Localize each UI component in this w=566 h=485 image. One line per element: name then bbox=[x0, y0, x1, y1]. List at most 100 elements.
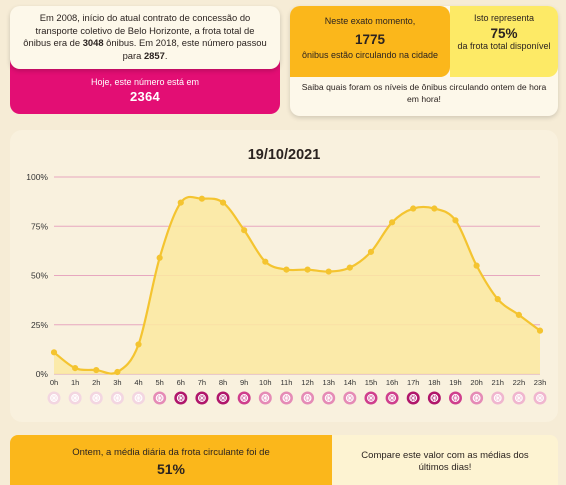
data-point bbox=[283, 266, 290, 273]
area-fill bbox=[54, 196, 540, 374]
daily-average-card: Ontem, a média diária da frota circulant… bbox=[10, 435, 332, 485]
fleet-history-text-3: . bbox=[164, 49, 168, 61]
hourly-fleet-chart-card: 19/10/2021 0% 25% 50% 75% 100% 0h 1h 2h 3h 4h 5h 6h 7… bbox=[10, 130, 558, 422]
x-tick-label: 6h bbox=[177, 378, 185, 387]
x-tick-label: 7h bbox=[198, 378, 206, 387]
x-tick-label: 4h bbox=[134, 378, 142, 387]
bus-wheel-icon bbox=[47, 391, 61, 405]
bus-wheel-icon bbox=[195, 391, 209, 405]
data-point bbox=[177, 199, 184, 206]
bus-wheel-icon bbox=[533, 391, 547, 405]
x-tick-label: 18h bbox=[428, 378, 441, 387]
x-tick-label: 2h bbox=[92, 378, 100, 387]
bus-wheel-icon bbox=[301, 391, 315, 405]
current-fleet-card: Hoje, este número está em 2364 bbox=[10, 60, 280, 114]
data-point bbox=[367, 248, 375, 255]
fleet-2008-value: 3048 bbox=[82, 37, 104, 49]
compare-text: Compare este valor com as médias dos últ… bbox=[361, 450, 529, 473]
x-tick-label: 15h bbox=[365, 378, 378, 387]
x-tick-label: 5h bbox=[155, 378, 163, 387]
x-tick-label: 16h bbox=[386, 378, 399, 387]
x-tick-label: 11h bbox=[280, 378, 292, 387]
hourly-fleet-chart: 19/10/2021 0% 25% 50% 75% 100% 0h 1h 2h 3h 4h 5h 6h 7… bbox=[26, 147, 547, 405]
data-point bbox=[198, 195, 206, 202]
data-point bbox=[346, 264, 353, 271]
daily-average-value: 51% bbox=[156, 461, 186, 477]
chart-title: 19/10/2021 bbox=[248, 147, 321, 163]
compare-card: Compare este valor com as médias dos últ… bbox=[332, 435, 558, 485]
bus-wheel-icon bbox=[322, 391, 336, 405]
data-point bbox=[50, 349, 58, 356]
data-point bbox=[515, 311, 522, 318]
data-point bbox=[388, 219, 396, 226]
bus-wheel-icon bbox=[491, 391, 505, 405]
data-point bbox=[473, 262, 480, 269]
data-point bbox=[325, 268, 332, 275]
data-point bbox=[262, 258, 269, 265]
x-tick-label: 9h bbox=[240, 378, 248, 387]
live-bus-count-card: Neste exato momento, 1775 ônibus estão c… bbox=[290, 6, 450, 77]
bus-wheel-icon bbox=[470, 391, 484, 405]
fleet-history-text-2: ônibus. Em 2018, este número passou para bbox=[103, 37, 267, 61]
data-point bbox=[72, 364, 79, 372]
x-tick-label: 23h bbox=[534, 378, 547, 387]
current-fleet-value: 2364 bbox=[129, 89, 161, 104]
bus-wheel-icon bbox=[216, 391, 230, 405]
y-tick-label: 100% bbox=[26, 172, 48, 182]
bus-wheel-icon bbox=[89, 391, 103, 405]
data-point bbox=[452, 217, 459, 224]
bus-wheel-icon bbox=[68, 391, 82, 405]
y-tick-label: 75% bbox=[31, 221, 48, 231]
fleet-history-card: Em 2008, início do atual contrato de con… bbox=[10, 6, 280, 69]
live-bus-count-sub: ônibus estão circulando na cidade bbox=[301, 50, 439, 60]
yesterday-hint-text: Saiba quais foram os níveis de ônibus ci… bbox=[301, 82, 547, 104]
data-point bbox=[219, 199, 227, 206]
data-point bbox=[114, 368, 121, 376]
live-bus-count-value: 1775 bbox=[354, 32, 386, 47]
live-fleet-share-sub: da frota total disponível bbox=[457, 41, 551, 51]
x-tick-label: 21h bbox=[491, 378, 504, 387]
x-tick-label: 0h bbox=[50, 378, 58, 387]
bus-wheel-icon bbox=[385, 391, 399, 405]
y-tick-label: 0% bbox=[36, 369, 49, 379]
live-fleet-share-value: 75% bbox=[490, 26, 518, 41]
x-tick-label: 3h bbox=[113, 378, 121, 387]
daily-average-label: Ontem, a média diária da frota circulant… bbox=[72, 447, 270, 458]
bus-wheel-icon bbox=[427, 391, 441, 405]
y-tick-label: 25% bbox=[31, 320, 48, 330]
x-tick-label: 17h bbox=[407, 378, 420, 387]
fleet-2018-value: 2857 bbox=[143, 49, 165, 61]
bus-wheel-icon bbox=[153, 391, 167, 405]
bus-wheel-icon bbox=[174, 391, 188, 405]
data-point bbox=[431, 205, 438, 212]
x-tick-label: 22h bbox=[513, 378, 526, 387]
data-point bbox=[536, 327, 544, 334]
bus-wheel-icon bbox=[512, 391, 526, 405]
data-point bbox=[156, 254, 163, 261]
bus-wheel-icon bbox=[406, 391, 420, 405]
data-point bbox=[135, 341, 142, 348]
bus-wheel-icon bbox=[110, 391, 124, 405]
bus-wheel-icon bbox=[237, 391, 251, 405]
x-tick-label: 13h bbox=[322, 378, 335, 387]
x-tick-label: 19h bbox=[449, 378, 462, 387]
bus-wheel-icon bbox=[448, 391, 462, 405]
data-point bbox=[241, 227, 248, 234]
fleet-history-text-1: Em 2008, início do atual contrato de con… bbox=[23, 12, 255, 49]
x-tick-label: 8h bbox=[219, 378, 227, 387]
data-point bbox=[304, 266, 311, 273]
live-fleet-share-label: Isto representa bbox=[473, 13, 535, 23]
bus-wheel-icon bbox=[279, 391, 293, 405]
bus-wheel-icon bbox=[258, 391, 272, 405]
x-tick-label: 20h bbox=[470, 378, 483, 387]
x-tick-label: 14h bbox=[344, 378, 357, 387]
bus-wheel-icon bbox=[364, 391, 378, 405]
data-point bbox=[410, 205, 417, 212]
x-tick-label: 12h bbox=[301, 378, 314, 387]
data-point bbox=[494, 296, 501, 303]
data-point bbox=[93, 366, 100, 374]
x-tick-label: 10h bbox=[259, 378, 272, 387]
current-fleet-label: Hoje, este número está em bbox=[90, 77, 200, 87]
live-bus-count-label: Neste exato momento, bbox=[324, 16, 416, 26]
x-tick-label: 1h bbox=[71, 378, 79, 387]
